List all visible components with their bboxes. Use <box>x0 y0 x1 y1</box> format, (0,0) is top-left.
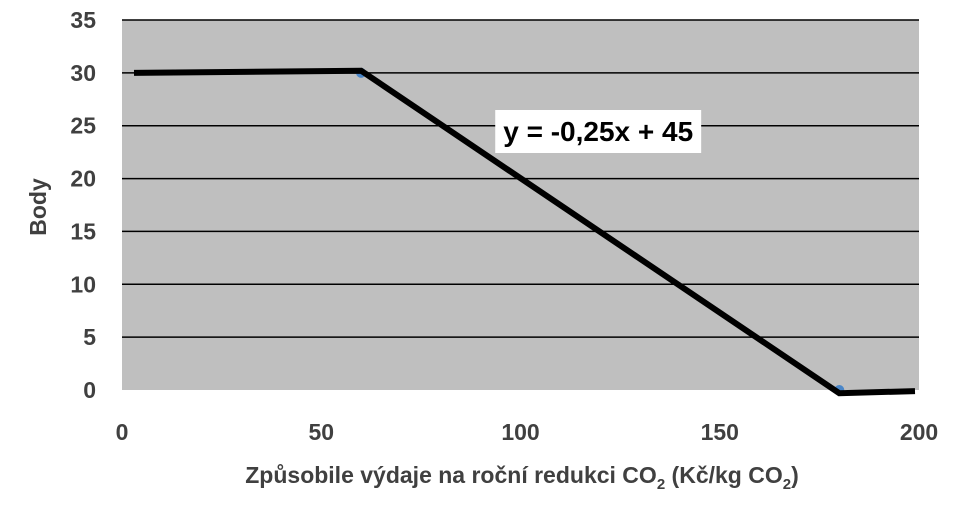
equation-box <box>495 110 702 153</box>
x-tick-label-200: 200 <box>900 419 938 445</box>
y-tick-label-15: 15 <box>70 218 96 244</box>
y-tick-label-25: 25 <box>70 113 96 139</box>
equation-label: y = -0,25x + 45 <box>503 116 693 147</box>
x-axis-title-mid: (Kč/kg CO <box>665 462 783 488</box>
series-line-0 <box>133 67 916 397</box>
y-axis-title: Body <box>25 178 51 236</box>
x-axis-title-sub2: 2 <box>783 476 791 493</box>
x-axis-title-main: Způsobile výdaje na roční redukci CO <box>245 462 657 488</box>
y-axis-ticks: 0 5 10 15 20 25 30 35 <box>70 7 96 403</box>
y-tick-label-20: 20 <box>70 166 96 192</box>
y-tick-label-35: 35 <box>70 7 96 33</box>
x-tick-label-150: 150 <box>701 419 739 445</box>
y-tick-label-0: 0 <box>83 377 96 403</box>
x-tick-label-50: 50 <box>308 419 334 445</box>
y-tick-label-10: 10 <box>70 271 96 297</box>
x-axis-ticks: 0 50 100 150 200 <box>116 419 939 445</box>
x-axis-title: Způsobile výdaje na roční redukci CO2 (K… <box>245 462 799 493</box>
x-axis-title-sub1: 2 <box>657 476 665 493</box>
plot-area <box>122 20 919 390</box>
y-tick-label-30: 30 <box>70 60 96 86</box>
equation-annotation: y = -0,25x + 45 <box>495 110 702 153</box>
x-tick-label-100: 100 <box>501 419 539 445</box>
series-layer <box>133 67 916 397</box>
x-tick-label-0: 0 <box>116 419 129 445</box>
x-axis-title-end: ) <box>791 462 799 488</box>
y-tick-label-5: 5 <box>83 324 96 350</box>
